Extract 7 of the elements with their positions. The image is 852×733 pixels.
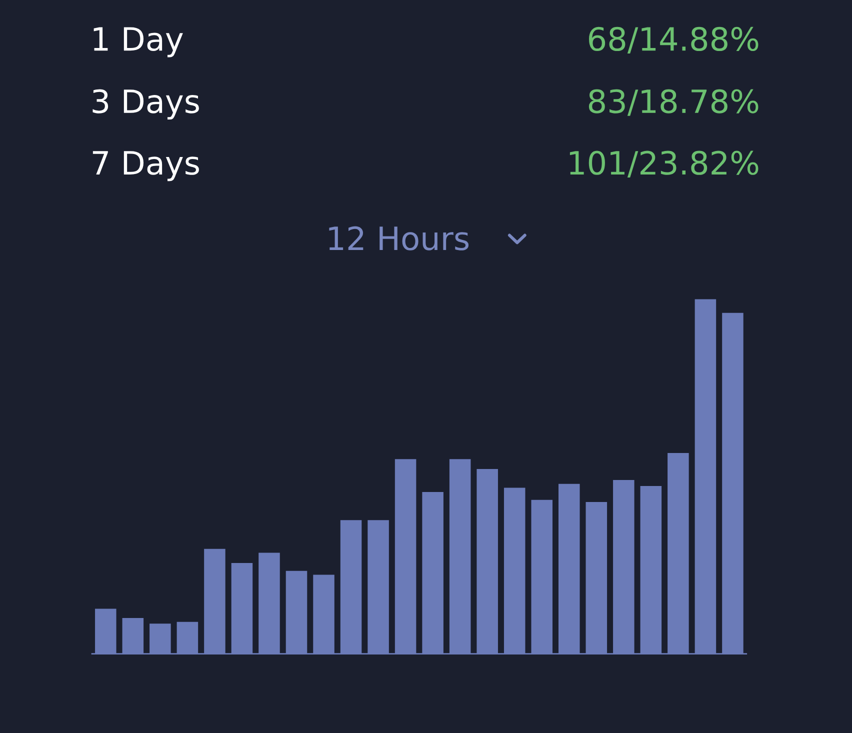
text: 68/14.88% [589,26,758,54]
text: 1 Day [94,27,183,58]
text: 101/23.82% [570,150,758,178]
text: 3 Days [92,89,199,120]
text: 83/18.78% [588,89,758,116]
text: 7 Days [92,151,199,182]
chart-subtitle: 12 Hours [329,226,469,250]
